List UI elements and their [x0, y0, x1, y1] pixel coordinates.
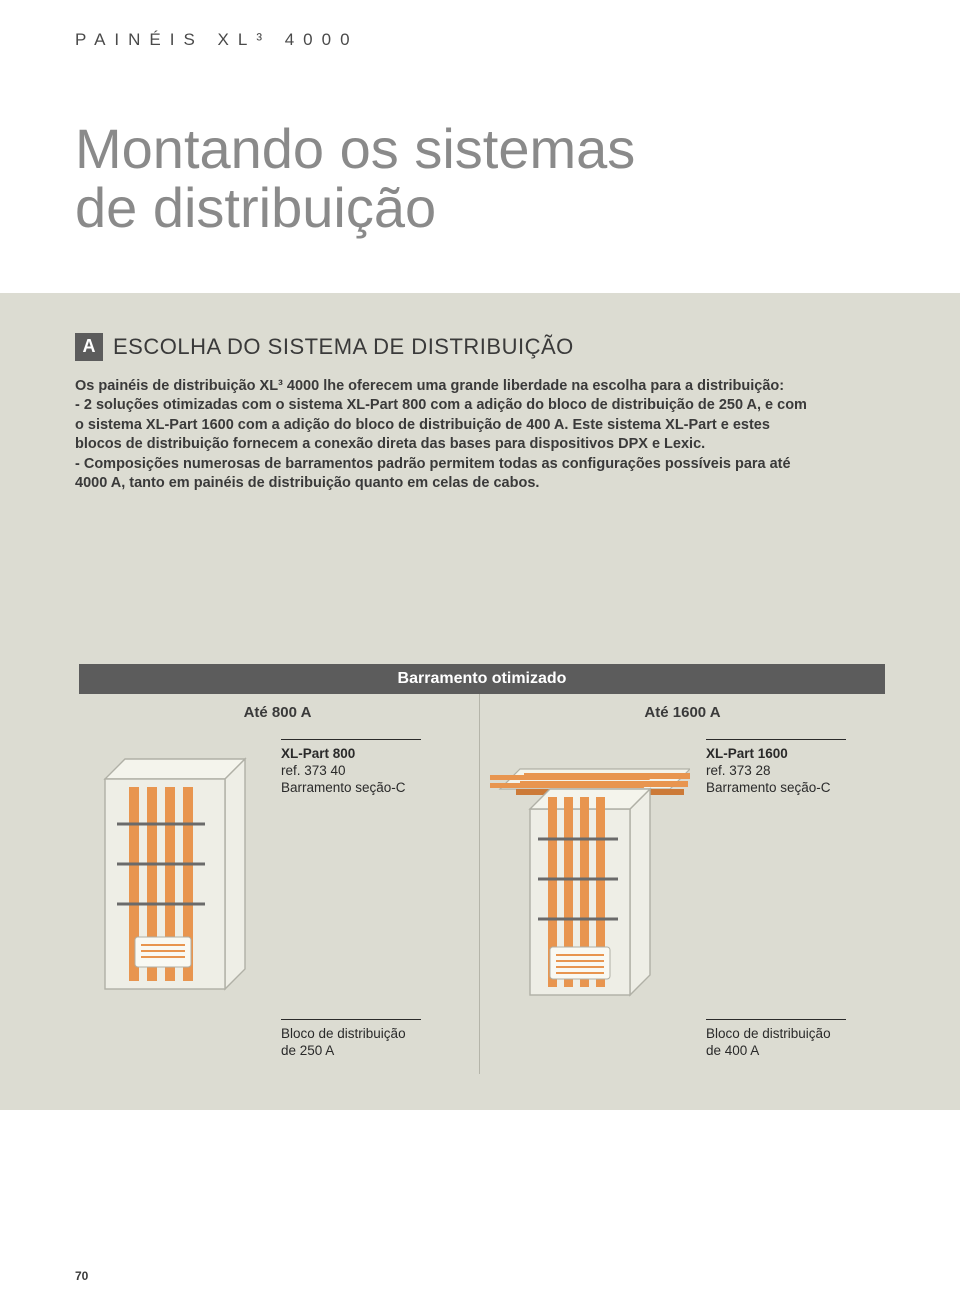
- title-line-1: Montando os sistemas: [75, 117, 635, 180]
- label-ref: ref. 373 28: [706, 763, 771, 778]
- comparison-table: Barramento otimizado Até 800 A: [75, 664, 885, 1060]
- page-kicker: PAINÉIS XL³ 4000: [75, 30, 885, 50]
- table-column-1600a: Até 1600 A: [480, 694, 885, 1060]
- label-bloco-400a: Bloco de distribuição de 400 A: [706, 1019, 846, 1060]
- section-badge: A: [75, 333, 103, 361]
- column-head-1600a: Até 1600 A: [480, 694, 885, 739]
- section-header: A ESCOLHA DO SISTEMA DE DISTRIBUIÇÃO: [75, 333, 885, 361]
- label-xlpart-800: XL-Part 800 ref. 373 40 Barramento seção…: [281, 739, 421, 797]
- label-desc: Barramento seção-C: [706, 780, 831, 795]
- content-panel: A ESCOLHA DO SISTEMA DE DISTRIBUIÇÃO Os …: [0, 293, 960, 1110]
- section-paragraph: Os painéis de distribuição XL³ 4000 lhe …: [75, 377, 815, 494]
- page-title: Montando os sistemas de distribuição: [75, 120, 885, 238]
- table-title-bar: Barramento otimizado: [75, 664, 885, 694]
- label-title: XL-Part 1600: [706, 746, 846, 763]
- column-head-800a: Até 800 A: [75, 694, 480, 739]
- cabinet-1600-illustration: [490, 739, 690, 999]
- label-desc: Bloco de distribuição de 250 A: [281, 1026, 406, 1058]
- label-desc: Barramento seção-C: [281, 780, 406, 795]
- label-xlpart-1600: XL-Part 1600 ref. 373 28 Barramento seçã…: [706, 739, 846, 797]
- label-desc: Bloco de distribuição de 400 A: [706, 1026, 831, 1058]
- title-line-2: de distribuição: [75, 176, 436, 239]
- label-ref: ref. 373 40: [281, 763, 346, 778]
- label-title: XL-Part 800: [281, 746, 421, 763]
- section-heading: ESCOLHA DO SISTEMA DE DISTRIBUIÇÃO: [113, 334, 574, 360]
- table-column-800a: Até 800 A: [75, 694, 480, 1060]
- label-bloco-250a: Bloco de distribuição de 250 A: [281, 1019, 421, 1060]
- page-number: 70: [75, 1269, 88, 1283]
- cabinet-800-illustration: [85, 739, 265, 999]
